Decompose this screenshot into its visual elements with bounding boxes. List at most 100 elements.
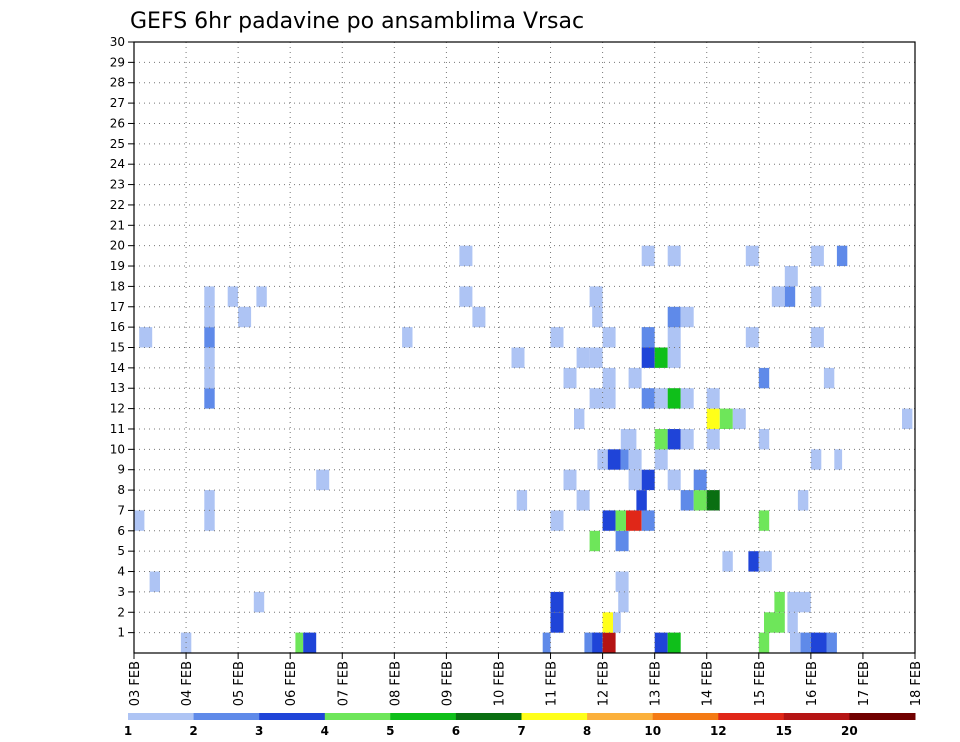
y-tick-label: 19: [110, 259, 125, 273]
x-tick-label: 18 FEB: [909, 661, 924, 706]
heatmap-cell: [628, 449, 642, 470]
heatmap-cells: [134, 245, 913, 653]
heatmap-cell: [758, 367, 770, 389]
x-tick-label: 13 FEB: [649, 661, 664, 706]
heatmap-cell: [758, 632, 770, 653]
heatmap-cell: [149, 571, 160, 592]
heatmap-cell: [810, 286, 822, 307]
colorbar-swatch: [259, 713, 326, 720]
heatmap-cell: [641, 388, 655, 409]
heatmap-cell: [204, 286, 215, 307]
heatmap-cell: [787, 612, 798, 633]
colorbar-label: 8: [583, 724, 591, 738]
y-tick-label: 28: [110, 76, 125, 90]
heatmap-cell: [402, 327, 413, 348]
heatmap-cell: [576, 347, 590, 368]
heatmap-cell: [667, 245, 681, 267]
x-tick-label: 14 FEB: [701, 661, 716, 706]
heatmap-cell: [680, 306, 694, 328]
y-tick-label: 8: [117, 483, 125, 497]
heatmap-cell: [589, 530, 600, 552]
heatmap-cell: [764, 612, 785, 633]
grid-lines: [134, 42, 915, 653]
heatmap-cell: [732, 408, 746, 429]
heatmap-cell: [550, 612, 564, 633]
heatmap-cell: [618, 591, 629, 613]
heatmap-cell: [574, 408, 585, 429]
heatmap-cell: [472, 306, 486, 328]
heatmap-cell: [204, 388, 215, 409]
colorbar-swatch: [652, 713, 719, 720]
heatmap-cell: [227, 286, 239, 307]
y-tick-label: 5: [117, 544, 125, 558]
x-tick-label: 12 FEB: [597, 661, 612, 706]
heatmap-cell: [628, 469, 642, 491]
heatmap-cell: [654, 449, 668, 470]
heatmap-cell: [204, 490, 215, 511]
heatmap-cell: [771, 286, 785, 307]
y-tick-label: 29: [110, 55, 125, 69]
heatmap-cell: [787, 591, 811, 613]
heatmap-cell: [680, 490, 694, 511]
y-tick-label: 10: [110, 442, 125, 456]
x-tick-label: 07 FEB: [336, 661, 351, 706]
heatmap-cell: [550, 327, 564, 348]
heatmap-cell: [680, 429, 694, 450]
x-tick-label: 17 FEB: [857, 661, 872, 706]
heatmap-cell: [613, 612, 621, 633]
colorbar-swatch: [718, 713, 785, 720]
colorbar-swatch: [455, 713, 522, 720]
heatmap-cell: [748, 551, 759, 572]
y-tick-label: 21: [110, 218, 125, 232]
heatmap-cell: [511, 347, 525, 368]
heatmap-cell: [693, 490, 707, 511]
y-tick-label: 22: [110, 198, 125, 212]
x-tick-label: 03 FEB: [128, 661, 143, 706]
heatmap-cell: [636, 490, 647, 511]
colorbar-label: 10: [644, 724, 661, 738]
colorbar-label: 3: [255, 724, 263, 738]
heatmap-cell: [693, 469, 707, 491]
heatmap-cell: [706, 490, 720, 511]
heatmap-cell: [628, 367, 642, 389]
heatmap-cell: [641, 469, 655, 491]
colorbar-label: 6: [452, 724, 460, 738]
colorbar-label: 1: [124, 724, 132, 738]
heatmap-cell: [641, 347, 655, 368]
y-tick-label: 18: [110, 279, 125, 293]
y-tick-label: 20: [110, 239, 125, 253]
heatmap-cell: [823, 367, 835, 389]
chart-title: GEFS 6hr padavine po ansamblima Vrsac: [130, 9, 584, 34]
heatmap-cell: [139, 327, 153, 348]
heatmap-cell: [797, 490, 809, 511]
colorbar-swatch: [587, 713, 654, 720]
heatmap-cell: [620, 429, 637, 450]
heatmap-cell: [602, 632, 616, 653]
colorbar: 1 2 3 4 5 6 7 8 10 12 15 20: [124, 713, 916, 738]
heatmap-cell: [592, 306, 603, 328]
heatmap-cell: [641, 327, 655, 348]
heatmap-cell: [706, 429, 720, 450]
heatmap-cell: [758, 429, 770, 450]
colorbar-swatch: [390, 713, 457, 720]
heatmap-cell: [667, 306, 681, 328]
heatmap-cell: [602, 510, 616, 531]
heatmap-cell: [602, 388, 616, 409]
x-tick-label: 04 FEB: [180, 661, 195, 706]
y-tick-label: 12: [110, 402, 125, 416]
y-tick-label: 15: [110, 341, 125, 355]
heatmap-cell: [256, 286, 267, 307]
y-tick-label: 9: [117, 463, 125, 477]
y-tick-label: 25: [110, 137, 125, 151]
heatmap-cell: [667, 469, 681, 491]
heatmap-cell: [303, 632, 317, 653]
y-tick-label: 2: [117, 605, 125, 619]
heatmap-cell: [253, 591, 265, 613]
y-tick-label: 4: [117, 565, 125, 579]
y-tick-label: 7: [117, 503, 125, 517]
heatmap-cell: [836, 245, 848, 267]
colorbar-swatch: [324, 713, 391, 720]
heatmap-cell: [459, 286, 473, 307]
heatmap-cell: [654, 388, 668, 409]
heatmap-cell: [706, 388, 720, 409]
